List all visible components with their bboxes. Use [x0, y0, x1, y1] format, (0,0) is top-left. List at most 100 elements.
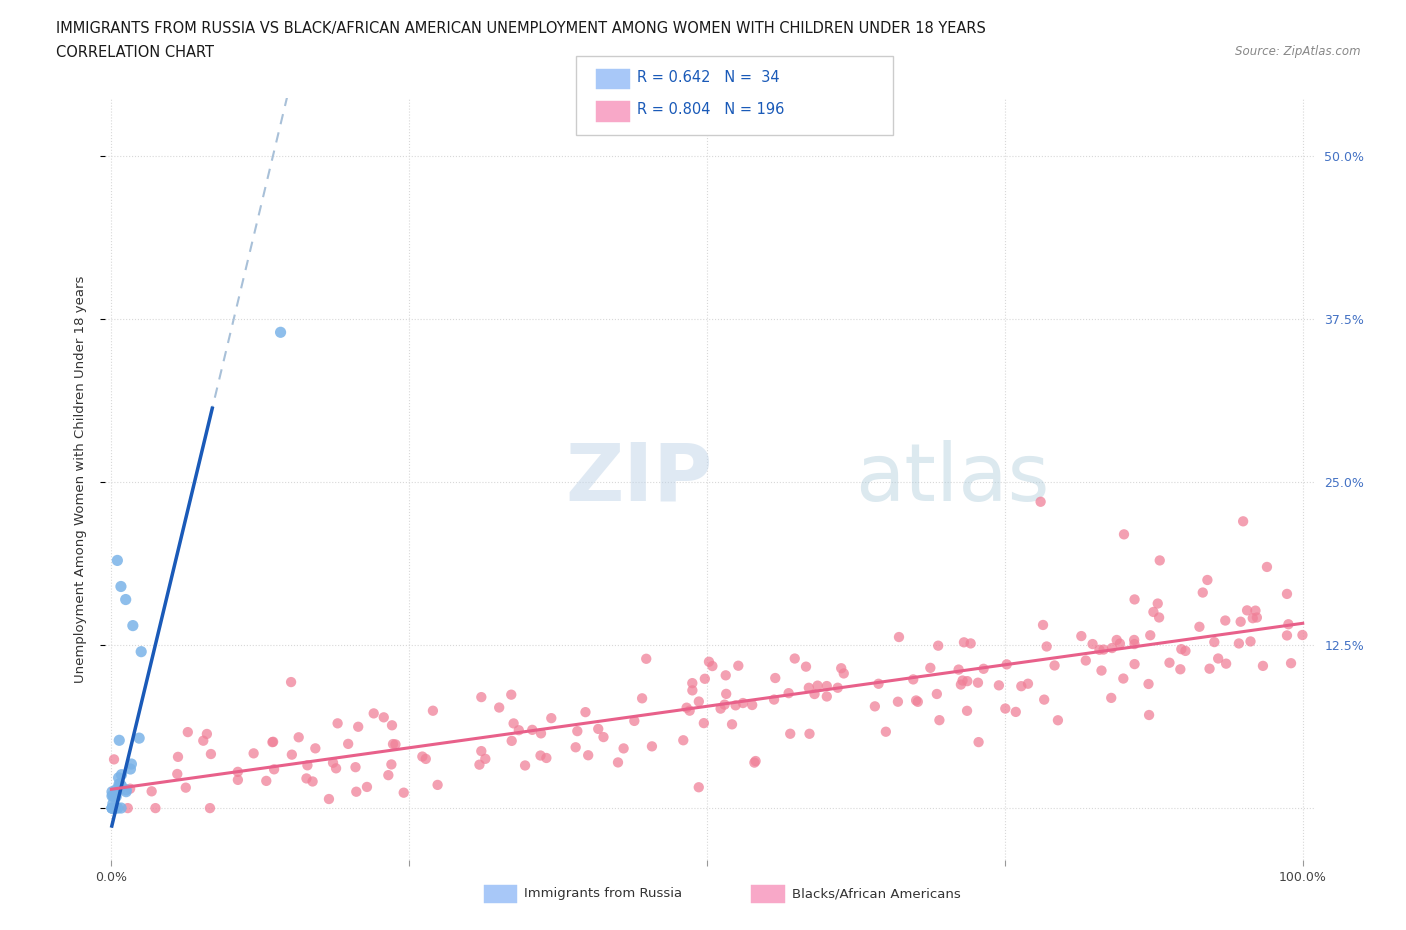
Point [815, 679, 838, 694]
Point [1142, 604, 1164, 619]
Point [356, 779, 378, 794]
Point [592, 730, 614, 745]
Point [741, 698, 763, 712]
Point [797, 681, 820, 696]
Point [636, 651, 658, 666]
Point [262, 735, 284, 750]
Point [744, 755, 766, 770]
Point [103, 789, 125, 804]
Point [693, 716, 716, 731]
Point [1168, 662, 1191, 677]
Point [1137, 676, 1160, 691]
Point [344, 784, 367, 799]
Text: R = 0.804   N = 196: R = 0.804 N = 196 [637, 102, 785, 117]
Point [103, 801, 125, 816]
Point [1112, 671, 1135, 686]
Point [863, 699, 886, 714]
Point [803, 686, 825, 701]
Point [141, 784, 163, 799]
Point [675, 700, 697, 715]
Text: Blacks/African Americans: Blacks/African Americans [792, 887, 960, 900]
Point [193, 733, 215, 748]
Point [468, 757, 491, 772]
Point [1123, 637, 1146, 652]
Point [967, 735, 990, 750]
Point [744, 753, 766, 768]
Point [925, 686, 948, 701]
Point [688, 694, 710, 709]
Point [1170, 642, 1192, 657]
Text: CORRELATION CHART: CORRELATION CHART [56, 45, 214, 60]
Point [956, 703, 979, 718]
Point [907, 695, 929, 710]
Point [200, 747, 222, 762]
Point [1081, 637, 1104, 652]
Point [501, 734, 523, 749]
Point [815, 689, 838, 704]
Point [415, 751, 437, 766]
Point [337, 737, 360, 751]
Point [1149, 553, 1171, 568]
Point [242, 746, 264, 761]
Point [1092, 642, 1115, 657]
Point [1139, 628, 1161, 643]
Point [1198, 661, 1220, 676]
Point [887, 695, 910, 710]
Point [322, 755, 344, 770]
Point [613, 741, 636, 756]
Point [1137, 708, 1160, 723]
Point [927, 638, 949, 653]
Point [1146, 596, 1168, 611]
Point [115, 782, 138, 797]
Point [108, 777, 131, 791]
Point [373, 710, 395, 724]
Point [953, 635, 976, 650]
Point [1159, 656, 1181, 671]
Point [280, 674, 302, 689]
Point [1279, 656, 1302, 671]
Point [470, 744, 492, 759]
Point [347, 719, 370, 734]
Point [576, 748, 599, 763]
Text: ZIP: ZIP [565, 440, 713, 518]
Point [1206, 651, 1229, 666]
Point [1236, 603, 1258, 618]
Point [110, 778, 132, 793]
Point [920, 660, 942, 675]
Point [262, 735, 284, 750]
Point [522, 723, 544, 737]
Point [607, 755, 630, 770]
Point [411, 750, 433, 764]
Point [384, 737, 406, 751]
Point [380, 757, 402, 772]
Point [501, 687, 523, 702]
Point [875, 724, 897, 739]
Point [1239, 634, 1261, 649]
Point [529, 748, 551, 763]
Point [1256, 560, 1278, 575]
Point [1123, 592, 1146, 607]
Point [1275, 628, 1298, 643]
Point [101, 801, 124, 816]
Point [101, 789, 124, 804]
Point [574, 705, 596, 720]
Point [101, 801, 124, 816]
Point [1004, 704, 1026, 719]
Point [830, 661, 852, 676]
Point [1251, 658, 1274, 673]
Point [318, 791, 340, 806]
Point [166, 766, 188, 781]
Point [536, 751, 558, 765]
Point [344, 760, 367, 775]
Point [1090, 663, 1112, 678]
Point [586, 722, 609, 737]
Point [263, 762, 285, 777]
Point [905, 693, 928, 708]
Point [779, 726, 801, 741]
Point [1277, 617, 1299, 631]
Point [304, 741, 326, 756]
Point [377, 767, 399, 782]
Point [763, 692, 786, 707]
Point [104, 787, 127, 802]
Point [959, 636, 981, 651]
